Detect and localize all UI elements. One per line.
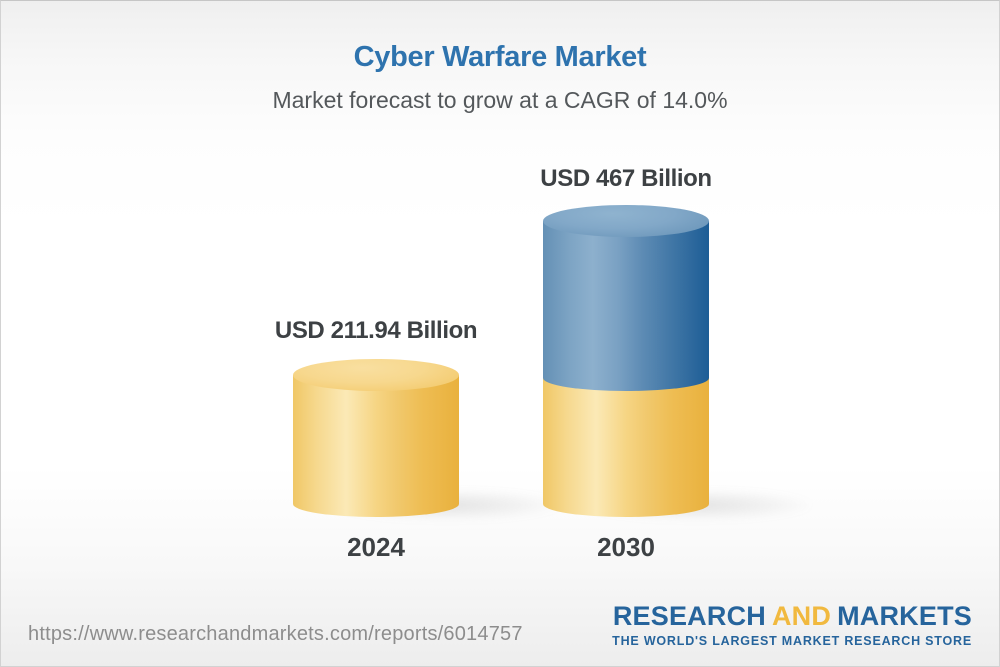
cylinder-2024-body	[293, 375, 459, 517]
logo-word-markets: MARKETS	[837, 601, 972, 631]
cylinder-2030-base-segment	[543, 378, 709, 517]
logo-tagline: THE WORLD'S LARGEST MARKET RESEARCH STOR…	[612, 634, 972, 648]
logo-word-research: RESEARCH	[612, 601, 766, 631]
cylinder-2030-growth-segment	[543, 221, 709, 391]
value-label-2030: USD 467 Billion	[540, 165, 712, 192]
chart-subtitle: Market forecast to grow at a CAGR of 14.…	[272, 87, 728, 113]
axis-label-2024: 2024	[347, 532, 405, 562]
report-url: https://www.researchandmarkets.com/repor…	[28, 623, 523, 645]
cylinder-2030-top	[543, 205, 709, 237]
chart-title: Cyber Warfare Market	[353, 41, 647, 73]
logo-wordmark: RESEARCH AND MARKETS	[612, 603, 972, 630]
logo-word-and: AND	[771, 601, 832, 631]
axis-label-2030: 2030	[597, 532, 655, 562]
researchandmarkets-logo: RESEARCH AND MARKETS THE WORLD'S LARGEST M…	[612, 603, 972, 648]
cylinder-2024-top	[293, 359, 459, 391]
value-label-2024: USD 211.94 Billion	[274, 317, 478, 344]
